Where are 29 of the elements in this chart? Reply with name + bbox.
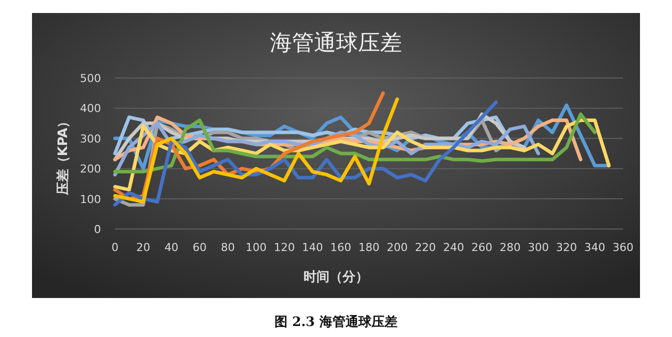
x-tick-label: 20 xyxy=(136,241,150,254)
x-tick-label: 220 xyxy=(414,241,436,254)
x-tick-label: 140 xyxy=(302,241,324,254)
x-tick-label: 40 xyxy=(164,241,178,254)
x-tick-label: 180 xyxy=(358,241,380,254)
x-tick-label: 300 xyxy=(528,241,549,254)
x-tick-label: 240 xyxy=(443,241,464,254)
x-tick-label: 160 xyxy=(330,241,352,254)
x-tick-label: 60 xyxy=(192,241,207,254)
x-tick-label: 340 xyxy=(584,241,606,254)
x-tick-label: 200 xyxy=(386,241,408,254)
caption: 图 2.3 海管通球压差 xyxy=(274,314,398,330)
y-tick-label: 400 xyxy=(80,102,101,116)
x-tick-label: 260 xyxy=(471,241,492,254)
y-tick-label: 200 xyxy=(80,162,101,176)
x-tick-label: 80 xyxy=(220,241,235,254)
x-tick-label: 280 xyxy=(500,241,521,254)
y-tick-label: 0 xyxy=(94,223,101,236)
y-tick-label: 300 xyxy=(80,132,101,146)
x-tick-label: 360 xyxy=(612,241,634,254)
x-tick-label: 100 xyxy=(246,241,267,254)
x-axis-title: 时间（分） xyxy=(304,270,368,285)
y-tick-label: 500 xyxy=(80,72,101,85)
y-axis-title: 压差（KPA） xyxy=(56,114,71,196)
x-tick-label: 320 xyxy=(556,241,578,254)
chart-title: 海管通球压差 xyxy=(270,31,402,56)
x-tick-label: 120 xyxy=(274,241,295,254)
y-tick-label: 100 xyxy=(80,192,101,206)
x-tick-label: 0 xyxy=(112,241,118,254)
